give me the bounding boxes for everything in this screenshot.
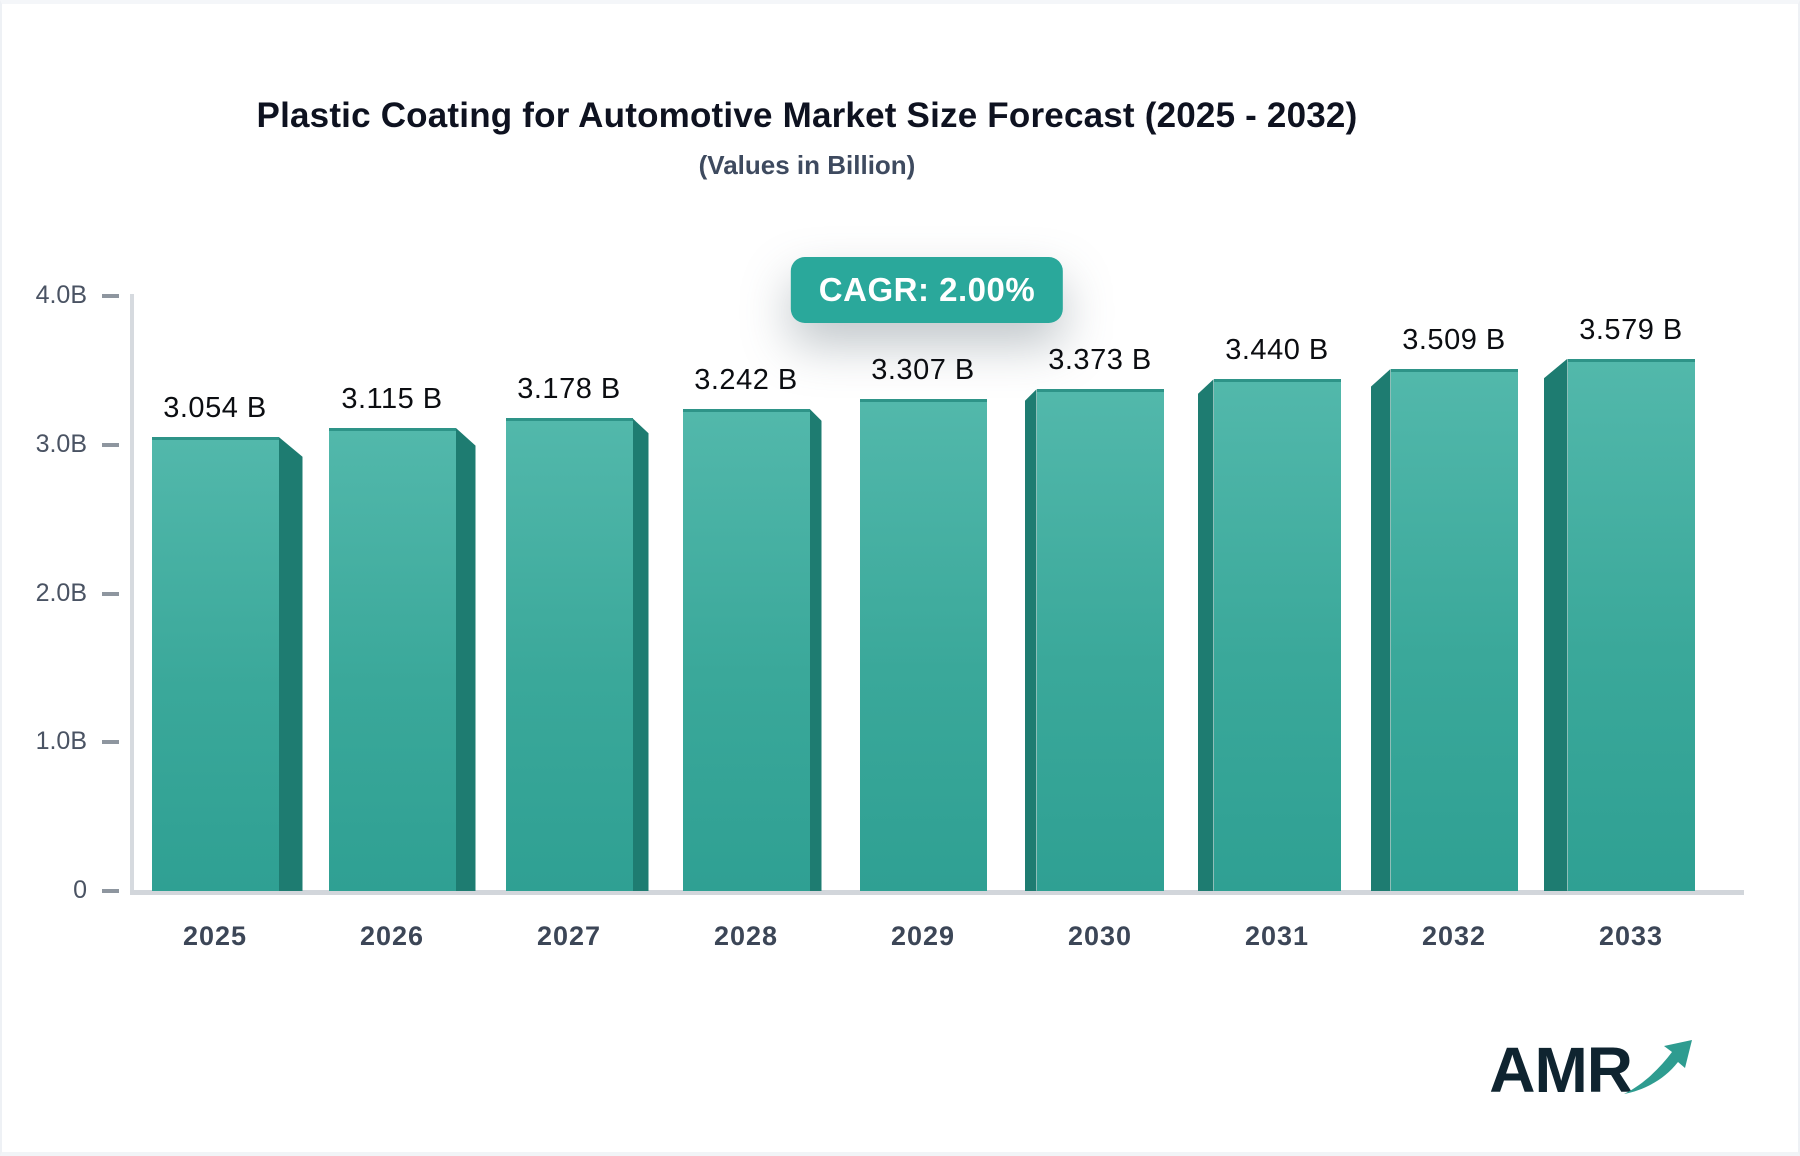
bar-side	[1543, 358, 1568, 891]
bar-value-label: 3.178 B	[517, 373, 621, 406]
bar-face	[859, 399, 987, 891]
y-tick-label: 2.0B	[35, 578, 87, 607]
bar-face	[505, 418, 633, 891]
x-axis-label: 2033	[1598, 921, 1664, 951]
x-axis-label: 2030	[1067, 921, 1133, 951]
y-tick-label: 4.0B	[35, 281, 87, 309]
bar-face	[1036, 389, 1164, 891]
x-axis-label: 2032	[1421, 921, 1487, 951]
trend-up-arrow-icon	[1624, 1040, 1692, 1094]
x-axis-label: 2031	[1244, 921, 1310, 951]
bar-value-label: 3.307 B	[871, 354, 975, 387]
y-tick-label: 3.0B	[35, 429, 87, 458]
amr-logo: AMR	[1489, 1036, 1700, 1102]
y-tick-dash	[102, 294, 119, 298]
y-tick-label: 0	[73, 876, 87, 904]
amr-logo-text: AMR	[1489, 1034, 1633, 1106]
y-tick-label: 1.0B	[35, 727, 87, 756]
chart-title: Plastic Coating for Automotive Market Si…	[256, 96, 1358, 135]
x-axis-label: 2026	[359, 921, 425, 951]
bar-side	[278, 436, 303, 891]
bar-side	[455, 427, 476, 891]
bar-face	[1390, 369, 1518, 891]
bar-side	[632, 418, 649, 891]
bar-face	[682, 408, 810, 891]
y-axis-line	[130, 294, 134, 893]
x-axis-label: 2029	[890, 921, 956, 951]
bar-side	[1197, 379, 1214, 891]
bar-value-label: 3.440 B	[1225, 334, 1329, 367]
bar-side	[1024, 389, 1037, 891]
y-tick-dash	[102, 889, 119, 893]
bar-value-label: 3.509 B	[1402, 324, 1506, 357]
x-axis-label: 2027	[536, 921, 602, 951]
bar-face	[1213, 379, 1341, 891]
x-axis-baseline	[130, 890, 1744, 895]
bar-value-label: 3.373 B	[1048, 344, 1152, 377]
chart-subtitle: (Values in Billion)	[698, 150, 916, 180]
bar-value-label: 3.579 B	[1579, 313, 1683, 346]
y-tick-dash	[102, 442, 119, 447]
bar-side	[809, 408, 822, 891]
bar-side	[1370, 369, 1391, 891]
bar-value-label: 3.054 B	[163, 391, 267, 424]
cagr-badge: CAGR: 2.00%	[790, 257, 1064, 323]
x-axis-label: 2025	[182, 921, 248, 951]
y-tick-dash	[102, 740, 119, 745]
y-tick-dash	[102, 591, 119, 596]
bar-value-label: 3.242 B	[694, 363, 798, 396]
bar-face	[328, 427, 456, 891]
bar-face	[151, 436, 279, 891]
bar-value-label: 3.115 B	[341, 382, 443, 415]
plot-area: 4.0B 3.0B 2.0B 1.0B 0 3.054 B 2025 3.115 B 2026 3…	[2, 4, 1798, 1152]
x-axis-label: 2028	[713, 921, 779, 951]
bar-face	[1567, 358, 1695, 891]
